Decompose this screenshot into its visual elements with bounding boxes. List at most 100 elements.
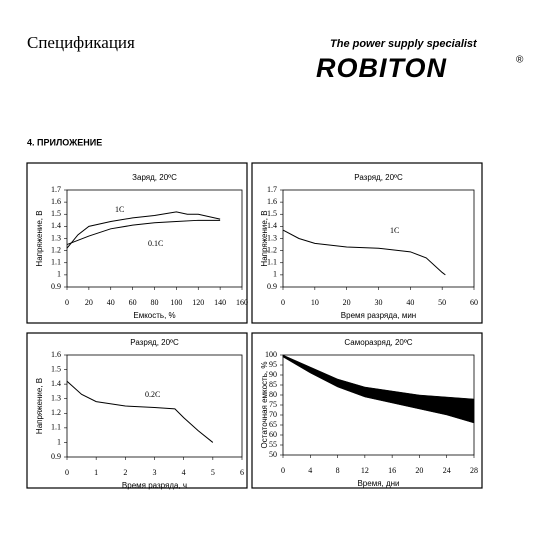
y-tick-label: 1.1 (267, 258, 277, 267)
x-tick-label: 5 (211, 468, 215, 477)
y-tick-label: 1.3 (267, 233, 277, 242)
plot-frame (282, 189, 475, 288)
y-tick-label: 80 (269, 390, 277, 399)
y-tick-label: 50 (269, 450, 277, 459)
y-tick-label: 1.5 (267, 209, 277, 218)
x-tick-label: 60 (129, 298, 137, 307)
chart-title: Саморазряд, 20ºC (344, 338, 412, 347)
x-axis-label: Время, дни (357, 479, 399, 488)
y-tick-label: 1.2 (51, 245, 61, 254)
panel-frame (26, 332, 248, 489)
y-tick-label: 1.4 (51, 379, 61, 388)
x-tick-label: 24 (443, 466, 451, 475)
y-tick-label: 55 (269, 440, 277, 449)
x-tick-label: 20 (85, 298, 93, 307)
y-tick-label: 1.5 (51, 364, 61, 373)
panel-frame (251, 332, 483, 489)
y-tick-label: 85 (269, 380, 277, 389)
x-tick-label: 20 (343, 298, 351, 307)
y-tick-label: 1.4 (267, 221, 277, 230)
x-tick-label: 12 (361, 466, 369, 475)
y-tick-label: 95 (269, 360, 277, 369)
brand: ROBITON (316, 53, 447, 83)
panel-frame (251, 162, 483, 324)
x-tick-label: 120 (192, 298, 204, 307)
y-tick-label: 1 (57, 270, 61, 279)
y-tick-label: 1.6 (51, 350, 61, 359)
section-title: 4. ПРИЛОЖЕНИЕ (27, 137, 102, 147)
curve-label: 0.2C (145, 390, 160, 399)
x-axis-label: Время разряда, мин (341, 311, 416, 320)
x-tick-label: 4 (182, 468, 186, 477)
band-area (282, 354, 475, 424)
x-tick-label: 100 (170, 298, 182, 307)
y-tick-label: 1 (273, 270, 277, 279)
y-tick-label: 70 (269, 410, 277, 419)
y-tick-label: 1.7 (51, 185, 61, 194)
slogan: The power supply specialist (330, 38, 478, 50)
y-tick-label: 0.9 (51, 282, 61, 291)
y-tick-label: 1.2 (267, 245, 277, 254)
y-axis-label: Напряжение, В (260, 210, 269, 266)
x-tick-label: 10 (311, 298, 319, 307)
x-tick-label: 60 (470, 298, 478, 307)
x-tick-label: 4 (308, 466, 312, 475)
curve (282, 229, 446, 276)
y-tick-label: 1 (57, 437, 61, 446)
x-tick-label: 160 (236, 298, 248, 307)
plot-frame (66, 354, 243, 458)
brand-mark: ® (516, 55, 524, 66)
x-tick-label: 40 (406, 298, 414, 307)
spec-title: Спецификация (27, 33, 135, 52)
y-tick-label: 0.9 (51, 452, 61, 461)
y-tick-label: 1.1 (51, 258, 61, 267)
x-tick-label: 6 (240, 468, 244, 477)
x-tick-label: 0 (65, 468, 69, 477)
x-tick-label: 80 (151, 298, 159, 307)
y-tick-label: 0.9 (267, 282, 277, 291)
y-tick-label: 65 (269, 420, 277, 429)
chart-title: Разряд, 20ºC (354, 173, 403, 182)
chart-title: Заряд, 20ºC (132, 173, 177, 182)
curve (66, 211, 221, 249)
y-tick-label: 1.1 (51, 423, 61, 432)
x-tick-label: 0 (281, 298, 285, 307)
y-tick-label: 90 (269, 370, 277, 379)
curve (66, 380, 214, 443)
y-axis-label: Напряжение, В (35, 210, 44, 266)
panel-frame (26, 162, 248, 324)
curve-label: 1C (390, 226, 399, 235)
y-tick-label: 1.5 (51, 209, 61, 218)
y-tick-label: 1.2 (51, 408, 61, 417)
x-tick-label: 50 (438, 298, 446, 307)
y-tick-label: 100 (265, 350, 277, 359)
y-tick-label: 1.3 (51, 394, 61, 403)
x-tick-label: 40 (107, 298, 115, 307)
y-tick-label: 75 (269, 400, 277, 409)
y-tick-label: 1.6 (51, 197, 61, 206)
x-tick-label: 28 (470, 466, 478, 475)
y-tick-label: 1.3 (51, 233, 61, 242)
y-axis-label: Напряжение, В (35, 378, 44, 434)
y-tick-label: 1.4 (51, 221, 61, 230)
x-tick-label: 20 (415, 466, 423, 475)
curve (66, 219, 221, 246)
x-tick-label: 1 (94, 468, 98, 477)
y-axis-label: Остаточная емкость, % (260, 362, 269, 449)
x-tick-label: 8 (336, 466, 340, 475)
y-tick-label: 1.6 (267, 197, 277, 206)
x-tick-label: 16 (388, 466, 396, 475)
x-tick-label: 0 (65, 298, 69, 307)
x-tick-label: 3 (153, 468, 157, 477)
x-tick-label: 30 (375, 298, 383, 307)
curve-label: 1C (115, 205, 124, 214)
y-tick-label: 1.7 (267, 185, 277, 194)
chart-title: Разряд, 20ºC (130, 338, 179, 347)
y-tick-label: 60 (269, 430, 277, 439)
curve-label: 0.1C (148, 239, 163, 248)
x-axis-label: Время разряда, ч (122, 481, 187, 490)
x-tick-label: 0 (281, 466, 285, 475)
x-tick-label: 2 (123, 468, 127, 477)
x-tick-label: 140 (214, 298, 226, 307)
